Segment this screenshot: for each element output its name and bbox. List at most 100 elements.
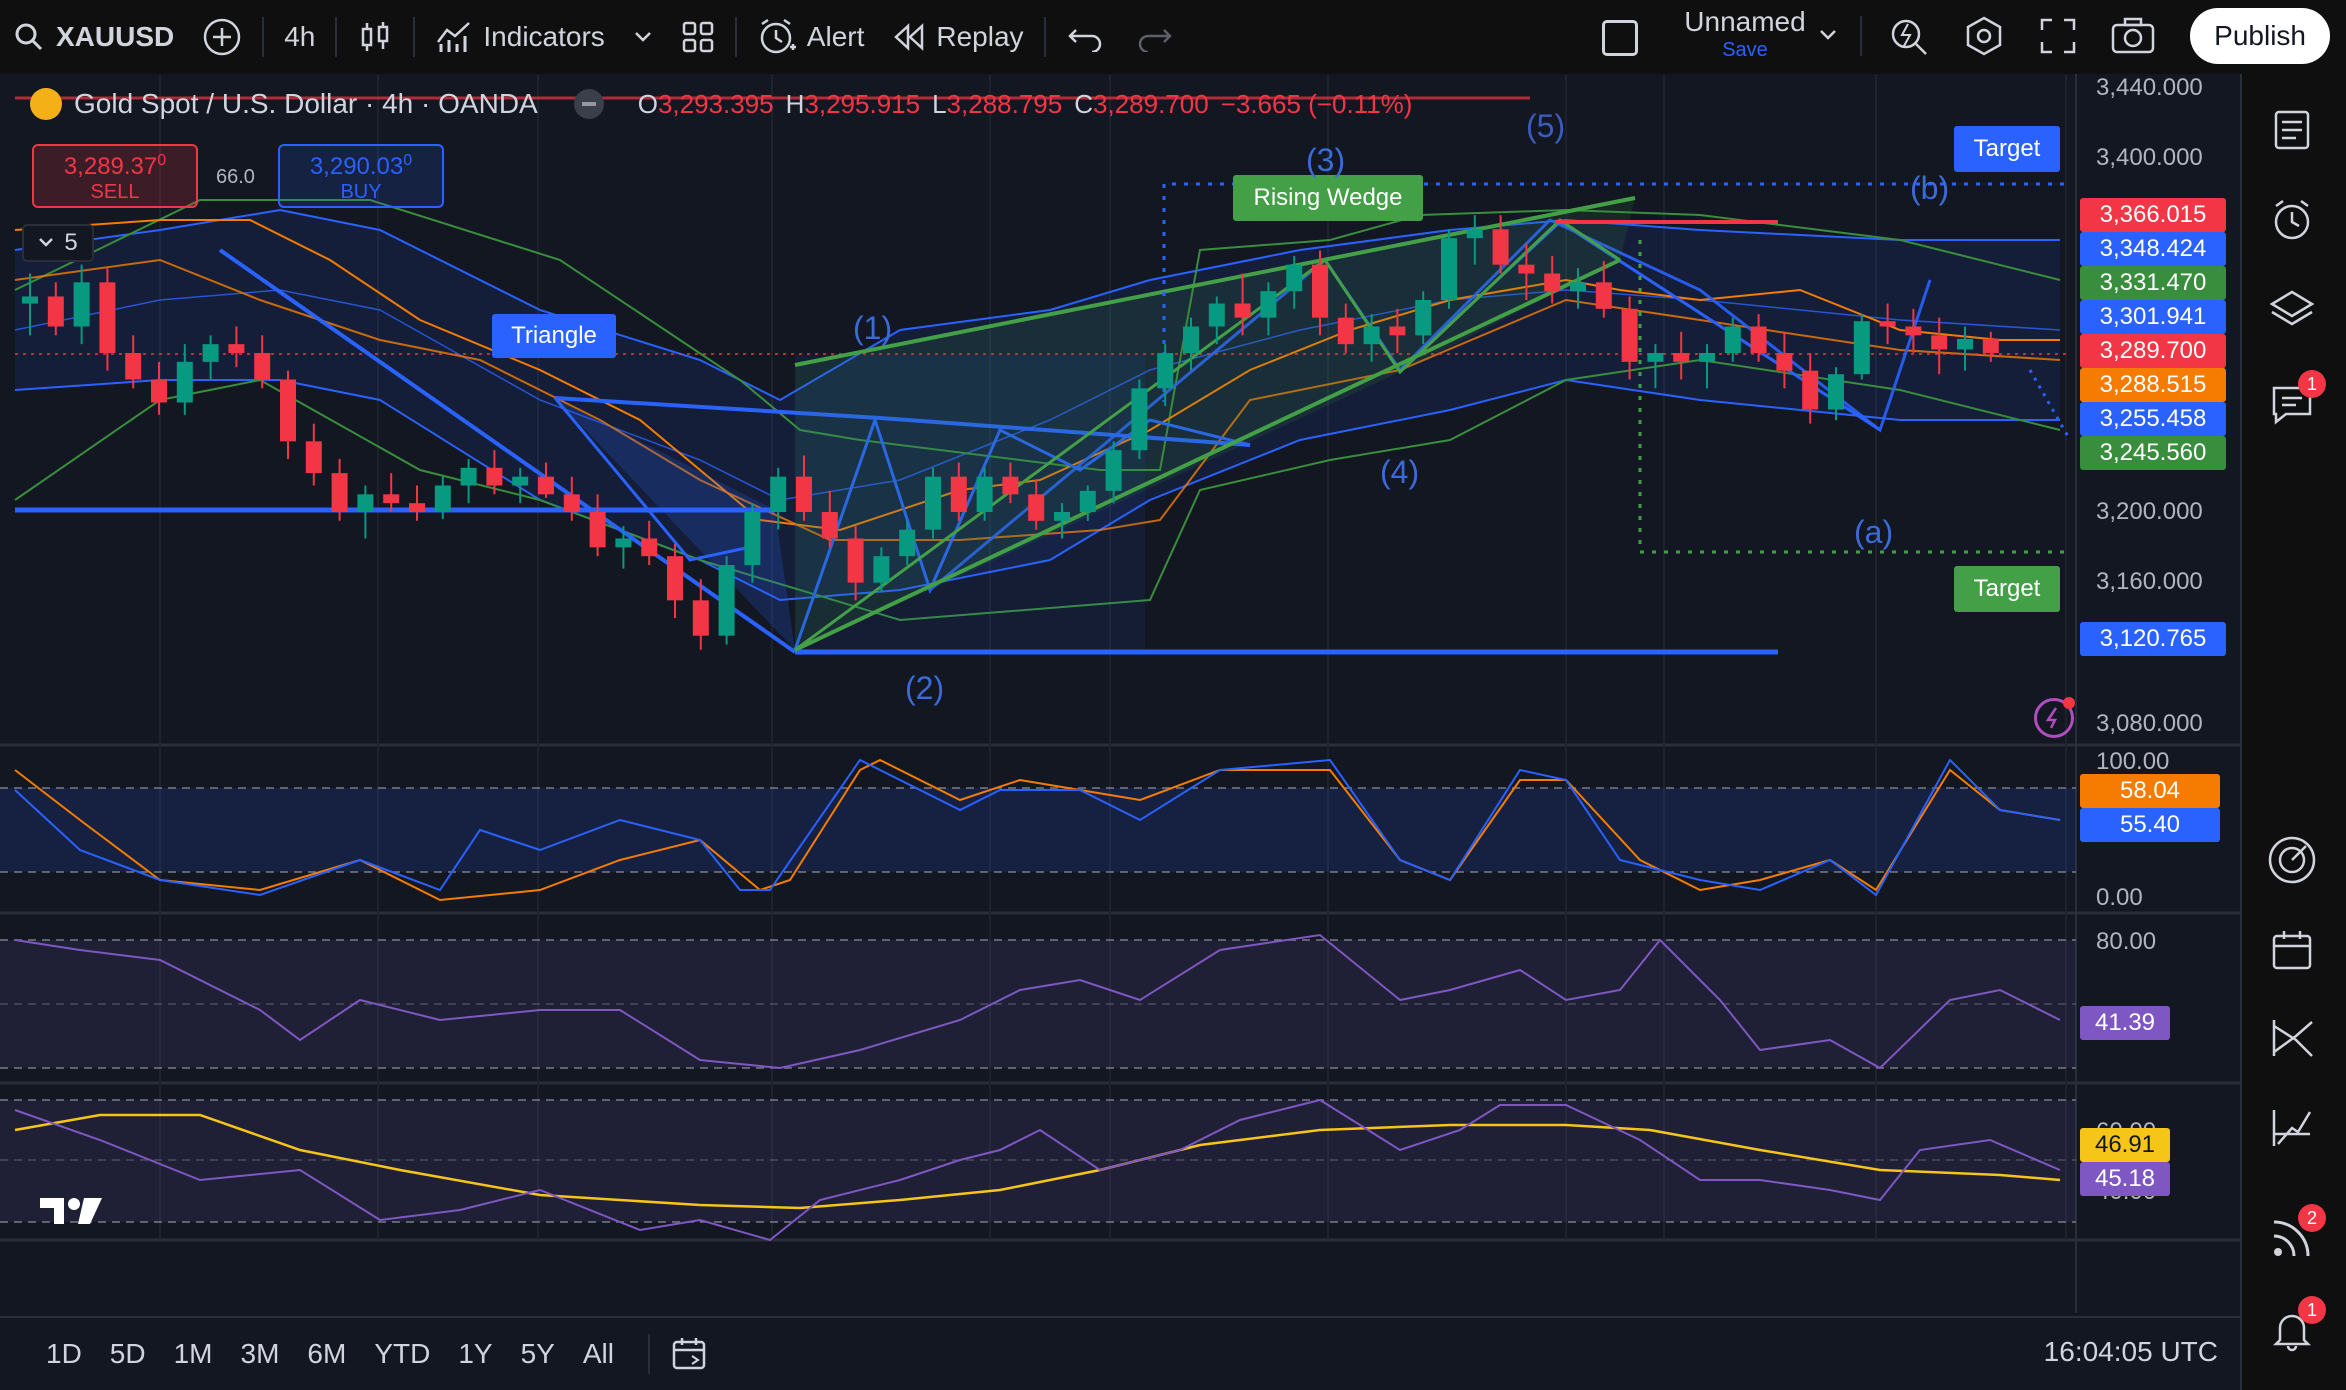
indicator-templates-button[interactable] xyxy=(619,0,667,74)
buy-button[interactable]: 3,290.030 BUY xyxy=(278,144,444,208)
camera-icon[interactable] xyxy=(2110,16,2156,56)
triangle-label[interactable]: Triangle xyxy=(492,314,616,358)
price-axis-label: 3,400.000 xyxy=(2096,144,2203,171)
settings-icon[interactable] xyxy=(1962,14,2006,58)
sell-button[interactable]: 3,289.370 SELL xyxy=(32,144,198,208)
redo-button[interactable] xyxy=(1120,0,1188,74)
feed-icon[interactable] xyxy=(2262,1208,2322,1268)
range-ytd[interactable]: YTD xyxy=(374,1338,431,1369)
interval-button[interactable]: 4h xyxy=(284,21,316,52)
range-1m[interactable]: 1M xyxy=(173,1338,213,1369)
trend-icon[interactable] xyxy=(2262,1098,2322,1158)
toolbar-divider xyxy=(647,1334,650,1374)
bell-icon[interactable] xyxy=(2262,1300,2322,1360)
clock[interactable]: 16:04:05 UTC xyxy=(2043,1336,2218,1367)
symbol-legend[interactable]: Gold Spot / U.S. Dollar · 4h · OANDA O 3… xyxy=(30,88,1412,120)
collapse-indicators-button[interactable]: 5 xyxy=(22,224,94,262)
quick-search-icon[interactable] xyxy=(1886,14,1930,58)
price-scale-label: 3,120.765 xyxy=(2080,622,2226,656)
wave-label-2[interactable]: (2) xyxy=(905,670,945,706)
publish-button[interactable]: Publish xyxy=(2190,8,2330,64)
candle-body xyxy=(202,344,219,362)
target-icon[interactable] xyxy=(2262,830,2322,890)
candle-body xyxy=(1389,326,1406,336)
wave-label-4[interactable]: (4) xyxy=(1380,454,1420,490)
candle-body xyxy=(641,538,658,557)
symbol-search[interactable]: XAUUSD xyxy=(0,0,188,74)
range-all[interactable]: All xyxy=(582,1338,614,1369)
candle-body xyxy=(486,467,503,486)
sell-label: SELL xyxy=(90,181,140,203)
layers-icon[interactable] xyxy=(2262,280,2322,340)
toolbar-divider xyxy=(262,17,265,57)
candle-body xyxy=(1054,512,1070,521)
goto-date-icon[interactable] xyxy=(670,1334,710,1374)
ohlc-high-label: H xyxy=(785,88,805,119)
layout-checkbox[interactable] xyxy=(1602,20,1638,56)
buy-label: BUY xyxy=(340,181,382,203)
candle-body xyxy=(460,467,477,486)
layout-grid-button[interactable] xyxy=(667,0,729,74)
wave-label-a[interactable]: (a) xyxy=(1854,514,1894,550)
lightning-icon[interactable] xyxy=(2034,697,2075,738)
candle-body xyxy=(1982,338,1999,353)
range-6m[interactable]: 6M xyxy=(307,1338,347,1369)
candle-body xyxy=(1544,273,1561,292)
target-top-label[interactable]: Target xyxy=(1954,126,2060,172)
candle-body xyxy=(151,379,167,403)
candle-body xyxy=(1286,264,1303,292)
chat-badge: 1 xyxy=(2298,370,2326,398)
wave-label-3[interactable]: (3) xyxy=(1306,142,1346,178)
osc-yellow-value: 46.91 xyxy=(2080,1128,2170,1162)
alert-button[interactable]: Alert xyxy=(743,0,879,74)
candle-body xyxy=(357,494,374,512)
stoch-axis-top: 100.00 xyxy=(2096,748,2170,775)
target-bottom-label[interactable]: Target xyxy=(1954,566,2060,612)
indicators-button[interactable]: Indicators xyxy=(421,0,618,74)
chart-title: Gold Spot / U.S. Dollar · 4h · OANDA xyxy=(74,88,538,119)
range-5y[interactable]: 5Y xyxy=(520,1338,555,1369)
ohlc-change: −3.665 (−0.11%) xyxy=(1220,88,1413,119)
legend-toggle[interactable] xyxy=(573,89,604,119)
fullscreen-icon[interactable] xyxy=(2038,16,2078,56)
replay-button[interactable]: Replay xyxy=(878,0,1037,74)
candle-body xyxy=(770,476,787,512)
price-axis-label: 3,080.000 xyxy=(2096,710,2203,737)
crossing-lines-icon[interactable] xyxy=(2262,1008,2322,1068)
watchlist-icon[interactable] xyxy=(2262,100,2322,160)
chart-type-button[interactable] xyxy=(343,0,407,74)
alerts-clock-icon[interactable] xyxy=(2262,190,2322,250)
chevron-down-icon[interactable] xyxy=(1818,28,1838,42)
layout-name-button[interactable]: Unnamed Save xyxy=(1660,8,1830,61)
calendar-icon[interactable] xyxy=(2262,920,2322,980)
rising-wedge-label[interactable]: Rising Wedge xyxy=(1233,175,1423,221)
candle-body xyxy=(1724,326,1741,353)
candle-body xyxy=(925,476,941,530)
wave-label-5[interactable]: (5) xyxy=(1526,108,1566,144)
candle-body xyxy=(1183,326,1199,353)
stoch-d-value: 55.40 xyxy=(2080,808,2220,842)
compare-button[interactable] xyxy=(188,0,256,74)
range-3m[interactable]: 3M xyxy=(240,1338,280,1369)
indicators-icon xyxy=(435,20,473,54)
candle-body xyxy=(1570,282,1586,292)
ohlc-close-label: C xyxy=(1074,88,1093,119)
toolbar-divider xyxy=(1860,16,1862,56)
candle-body xyxy=(1647,353,1664,362)
candle-body xyxy=(1079,490,1096,512)
tradingview-logo[interactable] xyxy=(38,1194,104,1233)
chart-canvas[interactable] xyxy=(0,74,2240,1314)
candle-body xyxy=(383,494,400,504)
rsi-value: 41.39 xyxy=(2080,1006,2170,1040)
candle-body xyxy=(615,538,632,548)
ohlc-low-label: L xyxy=(932,88,947,119)
wave-label-1[interactable]: (1) xyxy=(853,310,893,346)
candle-body xyxy=(821,512,838,539)
undo-button[interactable] xyxy=(1052,0,1120,74)
chart-area[interactable]: Gold Spot / U.S. Dollar · 4h · OANDA O 3… xyxy=(0,74,2240,1375)
range-1d[interactable]: 1D xyxy=(46,1338,82,1369)
wave-label-b[interactable]: (b) xyxy=(1910,170,1950,206)
range-5d[interactable]: 5D xyxy=(109,1338,146,1369)
candle-body xyxy=(1673,353,1690,362)
range-1y[interactable]: 1Y xyxy=(458,1338,493,1369)
